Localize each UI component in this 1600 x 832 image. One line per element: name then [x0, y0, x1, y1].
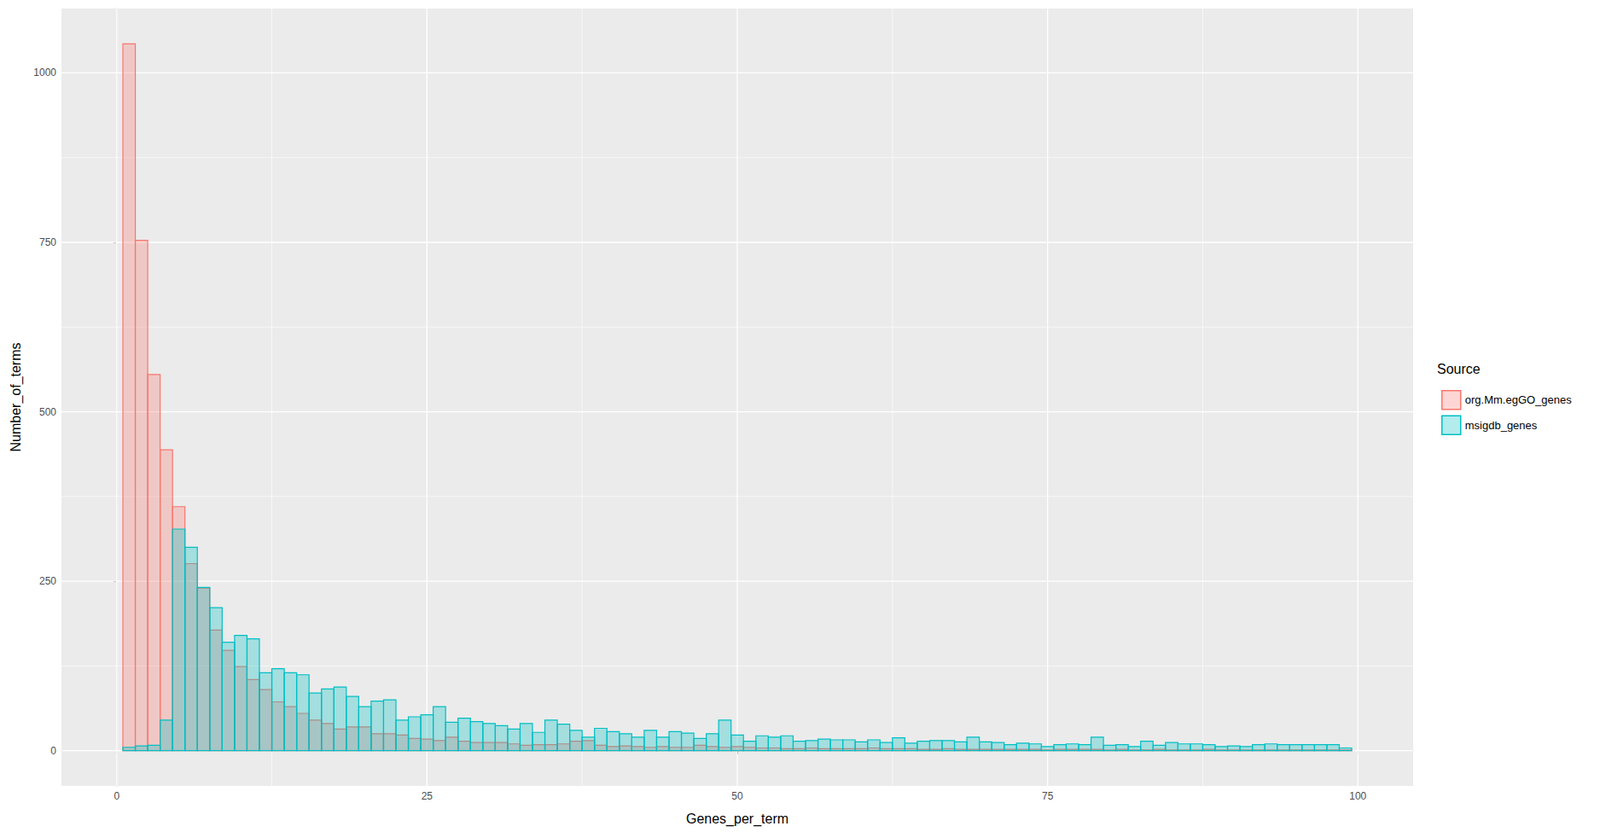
svg-text:1000: 1000: [33, 66, 57, 79]
svg-text:msigdb_genes: msigdb_genes: [1465, 418, 1538, 432]
svg-text:750: 750: [39, 236, 57, 249]
svg-text:500: 500: [39, 406, 57, 419]
svg-text:Source: Source: [1437, 361, 1481, 377]
svg-text:75: 75: [1041, 790, 1054, 803]
svg-text:0: 0: [50, 744, 57, 757]
svg-text:Number_of_terms: Number_of_terms: [8, 342, 24, 452]
svg-text:50: 50: [731, 790, 744, 803]
svg-text:0: 0: [113, 790, 120, 803]
svg-text:250: 250: [39, 575, 57, 588]
svg-text:100: 100: [1349, 790, 1367, 803]
svg-text:25: 25: [421, 790, 434, 803]
svg-text:Genes_per_term: Genes_per_term: [686, 811, 789, 827]
svg-text:org.Mm.egGO_genes: org.Mm.egGO_genes: [1465, 393, 1573, 407]
